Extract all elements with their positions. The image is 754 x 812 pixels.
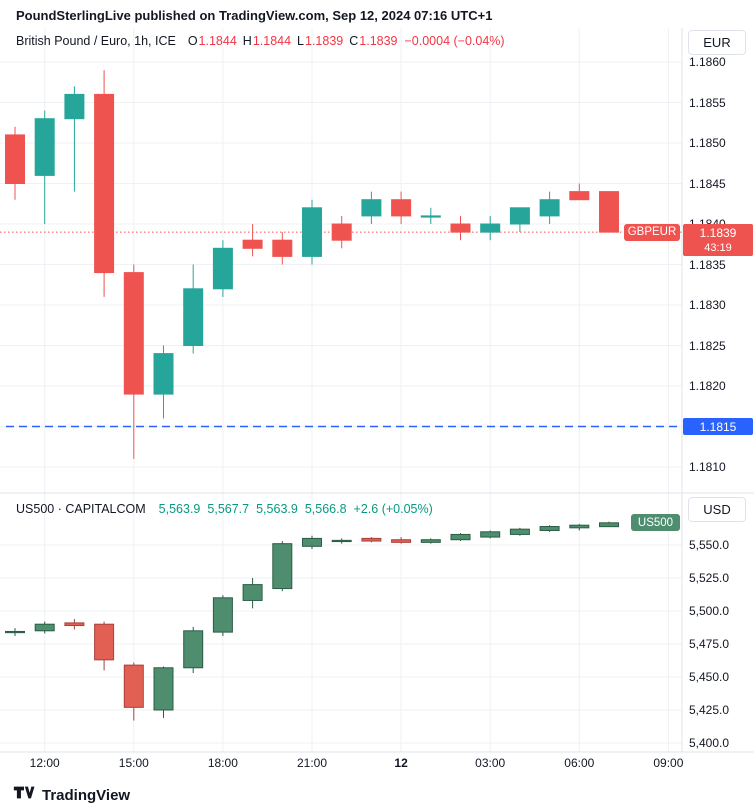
ohlc-open-value: 1.1844 [198, 34, 237, 48]
series-label-us500: US500 [631, 514, 680, 532]
change-value-us500: +2.6 (+0.05%) [353, 502, 433, 516]
attribution-header: PoundSterlingLive published on TradingVi… [16, 8, 492, 23]
currency-toggle-eur-button[interactable]: EUR [688, 30, 746, 55]
symbol-legend-gbpeur[interactable]: British Pound / Euro, 1h, ICE O1.1844 H1.1… [16, 34, 505, 48]
time-axis[interactable] [0, 753, 682, 777]
ohlc-open-label: O [187, 34, 198, 48]
series-label-us500-text: US500 [637, 516, 674, 529]
tradingview-logo-icon[interactable] [13, 783, 35, 807]
symbol-title-us500[interactable]: US500 · CAPITALCOM [16, 502, 146, 516]
ohlc-low-label: L [297, 34, 304, 48]
alert-price-badge[interactable]: 1.1815 [683, 418, 753, 435]
current-price-badge: 1.1839 43:19 [683, 223, 753, 256]
us500-close-value: 5,566.8 [304, 502, 347, 516]
tradingview-brand-text[interactable]: TradingView [42, 786, 131, 804]
ohlc-close-value: 1.1839 [359, 34, 398, 48]
currency-toggle-eur-label: EUR [703, 35, 731, 50]
us500-low-value: 5,563.9 [256, 502, 298, 516]
ohlc-close-label: C [349, 34, 359, 48]
current-price-value: 1.1839 [699, 225, 737, 240]
symbol-legend-us500[interactable]: US500 · CAPITALCOM 5,563.9 5,567.7 5,563.9 5… [16, 502, 433, 516]
us500-open-value: 5,563.9 [158, 502, 201, 516]
currency-toggle-usd-label: USD [703, 502, 731, 517]
currency-toggle-usd-button[interactable]: USD [688, 497, 746, 522]
price-axis[interactable] [683, 28, 754, 752]
attribution-text: PoundSterlingLive published on TradingVi… [16, 8, 493, 23]
us500-high-value: 5,567.7 [207, 502, 250, 516]
ohlc-low-value: 1.1839 [305, 34, 344, 48]
ohlc-high-label: H [242, 34, 252, 48]
series-label-gbpeur: GBPEUR [624, 223, 680, 241]
bar-countdown: 43:19 [704, 241, 732, 254]
symbol-title-gbpeur[interactable]: British Pound / Euro, 1h, ICE [16, 34, 176, 48]
alert-price-value: 1.1815 [699, 419, 737, 434]
series-label-gbpeur-text: GBPEUR [627, 226, 677, 239]
ohlc-high-value: 1.1844 [252, 34, 292, 48]
tradingview-footer[interactable]: TradingView [13, 783, 130, 807]
change-value-gbpeur: −0.0004 (−0.04%) [404, 34, 505, 48]
